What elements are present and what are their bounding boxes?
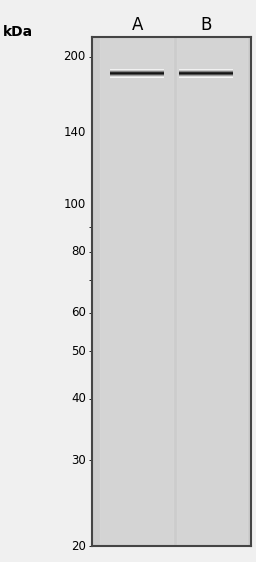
Bar [100, 37, 173, 546]
Text: B: B [201, 16, 212, 34]
Text: 60: 60 [71, 306, 86, 319]
Text: A: A [132, 16, 143, 34]
Text: 140: 140 [63, 126, 86, 139]
Text: 50: 50 [71, 345, 86, 358]
Bar [177, 37, 247, 546]
Text: 80: 80 [71, 245, 86, 258]
Text: 30: 30 [71, 454, 86, 466]
Text: 40: 40 [71, 392, 86, 405]
Text: 20: 20 [71, 540, 86, 553]
Text: 200: 200 [63, 50, 86, 64]
Text: 100: 100 [63, 198, 86, 211]
Text: kDa: kDa [3, 25, 33, 39]
